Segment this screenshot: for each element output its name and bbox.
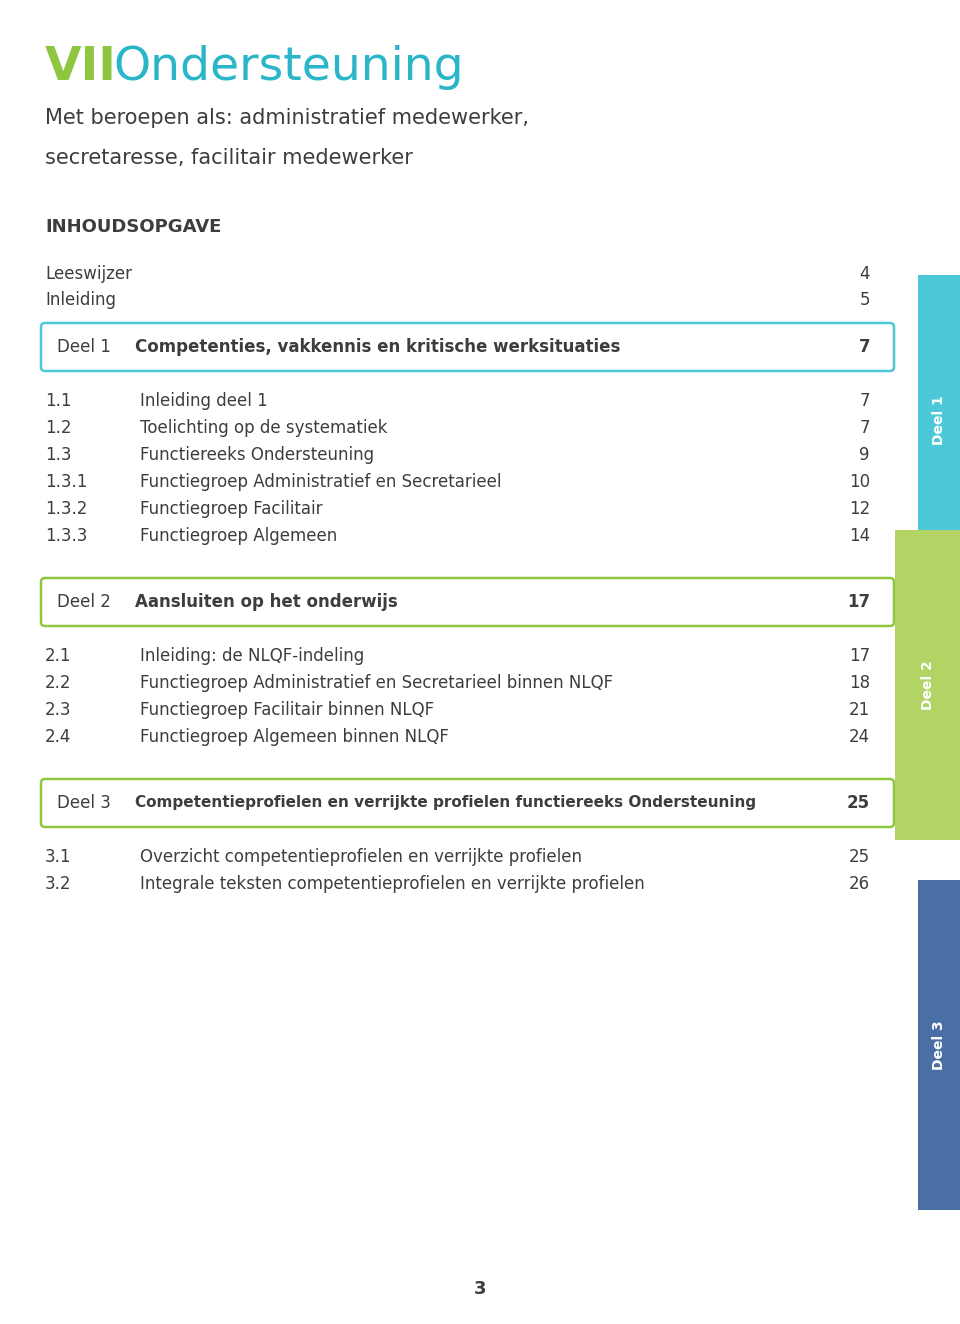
Text: Inleiding: de NLQF-indeling: Inleiding: de NLQF-indeling: [140, 647, 364, 665]
Text: Functiereeks Ondersteuning: Functiereeks Ondersteuning: [140, 446, 374, 463]
Text: Ondersteuning: Ondersteuning: [113, 45, 464, 90]
Text: 9: 9: [859, 446, 870, 463]
Text: Deel 1: Deel 1: [932, 395, 946, 445]
Text: 2.1: 2.1: [45, 647, 71, 665]
Text: Toelichting op de systematiek: Toelichting op de systematiek: [140, 418, 388, 437]
Text: Functiegroep Administratief en Secretarieel binnen NLQF: Functiegroep Administratief en Secretari…: [140, 674, 613, 692]
Text: 10: 10: [849, 473, 870, 491]
Text: INHOUDSOPGAVE: INHOUDSOPGAVE: [45, 218, 222, 236]
Text: Deel 2: Deel 2: [57, 593, 110, 610]
Text: 4: 4: [859, 265, 870, 283]
Text: VII: VII: [45, 45, 117, 90]
Text: secretaresse, facilitair medewerker: secretaresse, facilitair medewerker: [45, 148, 413, 168]
Text: Overzicht competentieprofielen en verrijkte profielen: Overzicht competentieprofielen en verrij…: [140, 847, 582, 866]
Text: 2.2: 2.2: [45, 674, 71, 692]
Text: 3.1: 3.1: [45, 847, 71, 866]
Text: Deel 3: Deel 3: [57, 794, 110, 812]
Text: Aansluiten op het onderwijs: Aansluiten op het onderwijs: [135, 593, 397, 610]
Text: 17: 17: [849, 647, 870, 665]
Text: 7: 7: [858, 338, 870, 356]
Text: 5: 5: [859, 291, 870, 308]
Text: Met beroepen als: administratief medewerker,: Met beroepen als: administratief medewer…: [45, 109, 529, 128]
Text: 25: 25: [849, 847, 870, 866]
Text: Functiegroep Facilitair: Functiegroep Facilitair: [140, 500, 323, 518]
Text: 17: 17: [847, 593, 870, 610]
Text: Functiegroep Algemeen: Functiegroep Algemeen: [140, 527, 337, 545]
Text: Competenties, vakkennis en kritische werksituaties: Competenties, vakkennis en kritische wer…: [135, 338, 620, 356]
FancyBboxPatch shape: [41, 579, 894, 626]
Text: Inleiding: Inleiding: [45, 291, 116, 308]
Text: Functiegroep Administratief en Secretarieel: Functiegroep Administratief en Secretari…: [140, 473, 501, 491]
Text: 1.3.2: 1.3.2: [45, 500, 87, 518]
FancyBboxPatch shape: [41, 323, 894, 371]
Text: 12: 12: [849, 500, 870, 518]
Text: 24: 24: [849, 728, 870, 745]
Text: 2.4: 2.4: [45, 728, 71, 745]
Text: Deel 3: Deel 3: [932, 1021, 946, 1070]
Text: 3: 3: [473, 1280, 487, 1298]
Text: Functiegroep Algemeen binnen NLQF: Functiegroep Algemeen binnen NLQF: [140, 728, 449, 745]
Text: 18: 18: [849, 674, 870, 692]
Text: 1.1: 1.1: [45, 392, 71, 410]
Text: 7: 7: [859, 392, 870, 410]
Text: 25: 25: [847, 794, 870, 812]
Text: 1.2: 1.2: [45, 418, 71, 437]
Text: Leeswijzer: Leeswijzer: [45, 265, 132, 283]
Text: Deel 2: Deel 2: [921, 661, 934, 710]
Text: 3.2: 3.2: [45, 875, 71, 892]
Text: 26: 26: [849, 875, 870, 892]
Bar: [895, 530, 960, 839]
Text: 2.3: 2.3: [45, 700, 71, 719]
Text: Deel 1: Deel 1: [57, 338, 110, 356]
Text: Functiegroep Facilitair binnen NLQF: Functiegroep Facilitair binnen NLQF: [140, 700, 434, 719]
FancyBboxPatch shape: [41, 779, 894, 828]
Text: Competentieprofielen en verrijkte profielen functiereeks Ondersteuning: Competentieprofielen en verrijkte profie…: [135, 796, 756, 810]
Text: 1.3.1: 1.3.1: [45, 473, 87, 491]
Text: Integrale teksten competentieprofielen en verrijkte profielen: Integrale teksten competentieprofielen e…: [140, 875, 645, 892]
Text: 21: 21: [849, 700, 870, 719]
Text: 1.3.3: 1.3.3: [45, 527, 87, 545]
Text: 14: 14: [849, 527, 870, 545]
Bar: [918, 275, 960, 565]
Bar: [918, 880, 960, 1210]
Text: 7: 7: [859, 418, 870, 437]
Text: Inleiding deel 1: Inleiding deel 1: [140, 392, 268, 410]
Text: 1.3: 1.3: [45, 446, 71, 463]
